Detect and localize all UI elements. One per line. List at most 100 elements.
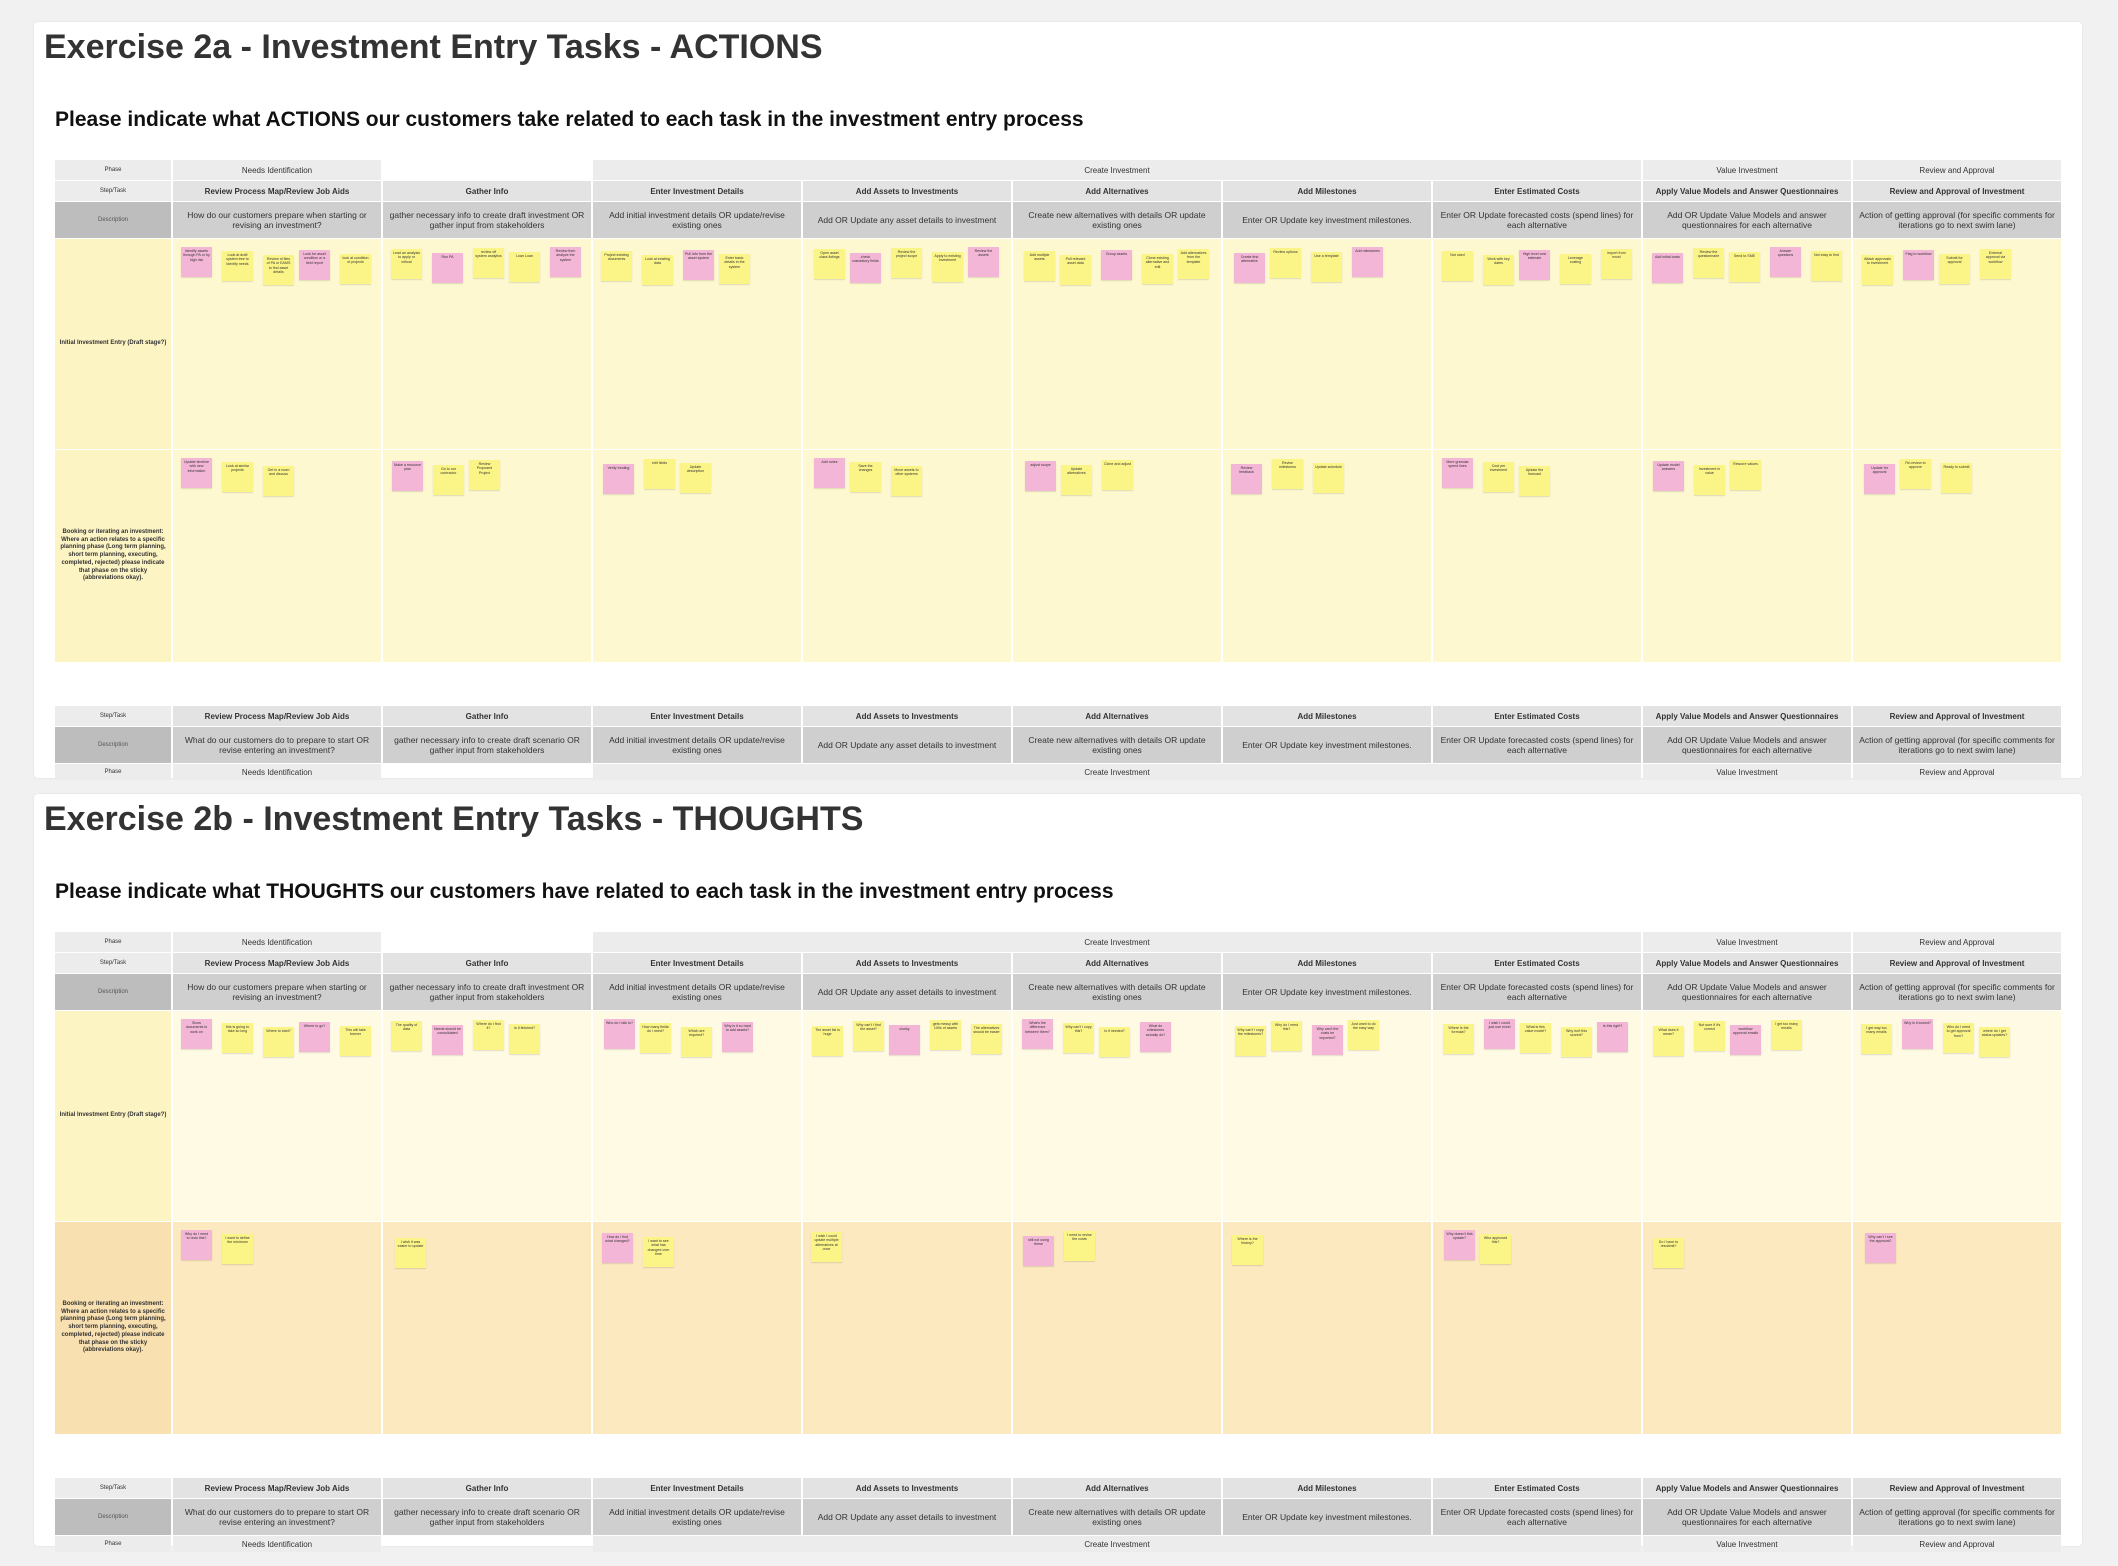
sticky-note[interactable]: workflow approval emails [1730,1025,1761,1055]
sticky-note[interactable]: Look at existing data [642,255,673,285]
sticky-note[interactable]: The quality of data [391,1021,422,1051]
sticky-note[interactable]: Why can't I find the asset? [853,1021,884,1051]
sticky-note[interactable]: Create first alternative [1234,253,1265,283]
sticky-note[interactable]: look at condition of projects [340,254,371,284]
sticky-note[interactable]: Pull info from the asset system [683,250,714,280]
sticky-note[interactable]: review off system analytics [473,248,504,278]
sticky-note[interactable]: Review options [1270,248,1301,278]
sticky-note[interactable]: Which are required? [681,1027,712,1057]
sticky-note[interactable]: Where is the formula? [1443,1024,1474,1054]
sticky-note[interactable]: Review then analyze the system [550,247,581,277]
sticky-note[interactable]: Work with key dates [1483,255,1514,285]
sticky-note[interactable]: Answer questions [1770,247,1801,277]
sticky-note[interactable]: Look at similar projects [222,462,253,492]
sticky-note[interactable]: Pull relevant asset data [1060,255,1091,285]
sticky-note[interactable]: Open asset class listings [814,249,845,279]
sticky-note[interactable]: Update the forecast [1519,466,1550,496]
sticky-note[interactable]: Review of files of PA or EAMS to find as… [263,255,294,285]
sticky-note[interactable]: Why is it locked? [1902,1019,1933,1049]
sticky-note[interactable]: Update description [680,463,711,493]
sticky-note[interactable]: I want to see what has changed over time [643,1237,674,1267]
sticky-note[interactable]: still not using these [1023,1236,1054,1266]
sticky-note[interactable]: Make a resource plan [392,461,423,491]
sticky-note[interactable]: Attach approvals to investment [1862,255,1893,285]
sticky-note[interactable]: Not easy to find [1811,251,1842,281]
sticky-note[interactable]: Update alternatives [1061,465,1092,495]
sticky-note[interactable]: Just want to do the easy way [1348,1020,1379,1050]
sticky-note[interactable]: I get too many emails [1771,1020,1802,1050]
sticky-note[interactable]: Why can't I copy this? [1063,1023,1094,1053]
sticky-note[interactable]: How many fields do I need? [640,1023,671,1053]
sticky-note[interactable]: High level cost estimate [1519,250,1550,280]
sticky-note[interactable]: How do I find what changed? [602,1233,633,1263]
sticky-note[interactable]: Why is it so hard to add assets? [722,1022,753,1052]
sticky-note[interactable]: Why can't I see the approval? [1865,1233,1896,1263]
sticky-note[interactable]: Import from excel [1601,249,1632,279]
sticky-note[interactable]: Is it needed? [1099,1027,1130,1057]
sticky-note[interactable]: Why do I need to redo this? [181,1230,212,1260]
sticky-note[interactable]: Who do I talk to? [604,1019,635,1049]
sticky-note[interactable]: Go to our contractor [433,465,464,495]
sticky-note[interactable]: Investment in value [1694,465,1725,495]
sticky-note[interactable]: Look for asset condition or a field repo… [299,250,330,280]
sticky-note[interactable]: Add multiple assets [1024,251,1055,281]
sticky-note[interactable]: Why can't the costs be imported? [1312,1025,1343,1055]
sticky-note[interactable]: Update model answers [1653,461,1684,491]
sticky-note[interactable]: Where do I find it? [473,1020,504,1050]
sticky-note[interactable]: Where to go? [299,1022,330,1052]
board-thoughts[interactable]: Exercise 2b - Investment Entry Tasks - T… [34,794,2082,1552]
sticky-note[interactable]: Review the project scope [891,248,922,278]
sticky-note[interactable]: External approval via workflow [1980,249,2011,279]
sticky-note[interactable]: Add milestones [1352,247,1383,277]
sticky-note[interactable]: Save the changes [850,462,881,492]
sticky-note[interactable]: I want to define the minimum [222,1234,253,1264]
sticky-note[interactable]: Where is the history? [1232,1235,1263,1265]
sticky-note[interactable]: Clone and adjust [1102,460,1133,490]
sticky-note[interactable]: Rescore values [1730,460,1761,490]
sticky-note[interactable]: Review the questionnaire [1693,248,1724,278]
sticky-note[interactable]: Not sure if it's correct [1694,1021,1725,1051]
sticky-note[interactable]: What does it mean? [1653,1026,1684,1056]
sticky-note[interactable]: clunky [889,1025,920,1055]
sticky-note[interactable]: Show documents to work on [181,1019,212,1049]
sticky-note[interactable]: I wish it was easier to update [395,1238,426,1268]
sticky-note[interactable]: adjust scope [1025,461,1056,491]
sticky-note[interactable]: Use a template [1311,252,1342,282]
sticky-note[interactable]: Leverage costing [1560,254,1591,284]
sticky-note[interactable]: Project existing documents [601,251,632,281]
sticky-note[interactable]: Identify assets through PA or by high ri… [181,247,212,277]
sticky-note[interactable]: Review the assets [968,247,999,277]
sticky-note[interactable]: I wish I could just use excel [1484,1019,1515,1049]
sticky-note[interactable]: Lead an analysis to apply or critical [391,249,422,279]
sticky-note[interactable]: Revise milestones [1272,459,1303,489]
sticky-note[interactable]: Why isn't this scored? [1561,1027,1592,1057]
sticky-note[interactable]: Look at draft system tree to identify ne… [222,251,253,281]
sticky-note[interactable]: Re-review to approve [1900,459,1931,489]
sticky-note[interactable]: I get way too many emails [1861,1024,1892,1054]
sticky-note[interactable]: The alternatives should be easier [971,1024,1002,1054]
board-actions[interactable]: Exercise 2a - Investment Entry Tasks - A… [34,22,2082,780]
sticky-note[interactable]: Not used [1442,251,1473,281]
sticky-note[interactable]: Group assets [1101,250,1132,280]
sticky-note[interactable]: Move assets to other systems [891,466,922,496]
sticky-note[interactable]: where do I get status updates? [1979,1027,2010,1057]
sticky-note[interactable]: This will take forever [340,1026,371,1056]
sticky-note[interactable]: More granular spend lines [1442,458,1473,488]
sticky-note[interactable]: Run PA [432,253,463,283]
sticky-note[interactable]: What is this value model? [1520,1023,1551,1053]
sticky-note[interactable]: Ready to submit [1941,463,1972,493]
sticky-note[interactable]: Add alternatives from the template [1178,249,1209,279]
sticky-note[interactable]: Update schedule [1313,463,1344,493]
sticky-note[interactable]: edit fields [644,459,675,489]
sticky-note[interactable]: Needs should be consolidated [432,1025,463,1055]
sticky-note[interactable]: Get in a room and discuss [263,466,294,496]
sticky-note[interactable]: Update for approval [1864,464,1895,494]
sticky-note[interactable]: Flag to workflow [1903,250,1934,280]
sticky-note[interactable]: Why can't I copy the milestones? [1235,1026,1266,1056]
sticky-note[interactable]: Clone existing alternative and edit [1142,254,1173,284]
sticky-note[interactable]: I need to revise the costs [1064,1231,1095,1261]
sticky-note[interactable]: Apply to existing investment [932,252,963,282]
sticky-note[interactable]: I wish I could update multiple alternati… [811,1232,842,1262]
sticky-note[interactable]: Cost per investment [1483,462,1514,492]
sticky-note[interactable]: Update timeline with new information [181,458,212,488]
